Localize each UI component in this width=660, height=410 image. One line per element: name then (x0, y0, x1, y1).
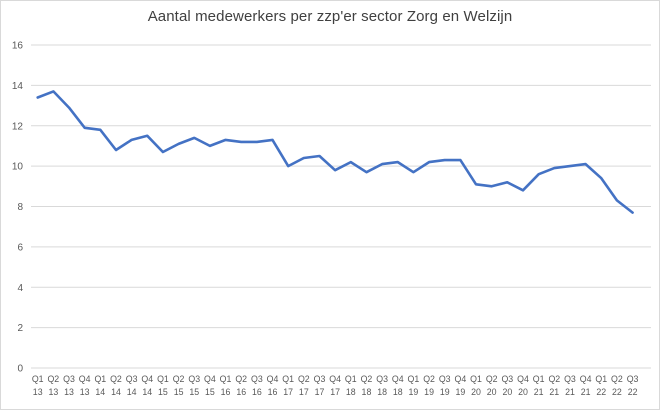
y-axis-tick-label: 8 (17, 202, 23, 213)
x-axis-tick-quarter-label: Q2 (47, 374, 59, 384)
x-axis-tick-quarter-label: Q2 (298, 374, 310, 384)
x-axis-tick-year-label: 17 (330, 387, 340, 397)
x-axis-tick-year-label: 22 (596, 387, 606, 397)
x-axis-tick-year-label: 16 (268, 387, 278, 397)
x-axis-tick-quarter-label: Q3 (627, 374, 639, 384)
x-axis-tick-year-label: 14 (142, 387, 152, 397)
x-axis-tick-quarter-label: Q3 (63, 374, 75, 384)
x-axis-tick-quarter-label: Q3 (439, 374, 451, 384)
x-axis-tick-year-label: 13 (33, 387, 43, 397)
x-axis-tick-year-label: 14 (127, 387, 137, 397)
x-axis-tick-year-label: 17 (299, 387, 309, 397)
x-axis-tick-quarter-label: Q2 (423, 374, 435, 384)
y-axis-tick-label: 6 (17, 242, 23, 253)
x-axis-tick-quarter-label: Q1 (157, 374, 169, 384)
y-axis-tick-label: 16 (12, 41, 24, 52)
x-axis-tick-quarter-label: Q4 (79, 374, 91, 384)
x-axis-tick-quarter-label: Q1 (345, 374, 357, 384)
x-axis-tick-year-label: 15 (174, 387, 184, 397)
x-axis-tick-quarter-label: Q1 (533, 374, 545, 384)
x-axis-tick-year-label: 14 (111, 387, 121, 397)
x-axis-tick-quarter-label: Q1 (94, 374, 106, 384)
data-series-line (36, 90, 634, 214)
x-axis-tick-year-label: 19 (409, 387, 419, 397)
y-axis-tick-label: 2 (17, 323, 23, 334)
x-axis-tick-quarter-label: Q4 (267, 374, 279, 384)
x-axis-tick-quarter-label: Q3 (126, 374, 138, 384)
x-axis-tick-year-label: 21 (534, 387, 544, 397)
x-axis-tick-year-label: 13 (64, 387, 74, 397)
x-axis-tick-year-label: 20 (487, 387, 497, 397)
x-axis-tick-year-label: 21 (549, 387, 559, 397)
x-axis-tick-year-label: 22 (628, 387, 638, 397)
x-axis-tick-quarter-label: Q3 (501, 374, 513, 384)
x-axis-tick-year-label: 16 (236, 387, 246, 397)
x-axis-tick-quarter-label: Q1 (220, 374, 232, 384)
y-axis-tick-label: 12 (12, 121, 24, 132)
x-axis-tick-quarter-label: Q4 (517, 374, 529, 384)
x-axis-tick-year-label: 21 (565, 387, 575, 397)
x-axis-tick-quarter-label: Q3 (188, 374, 200, 384)
x-axis-tick-quarter-label: Q4 (392, 374, 404, 384)
x-axis-tick-year-label: 18 (346, 387, 356, 397)
x-axis-tick-quarter-label: Q2 (611, 374, 623, 384)
chart-title: Aantal medewerkers per zzp'er sector Zor… (147, 8, 513, 25)
x-axis-tick-year-label: 13 (80, 387, 90, 397)
x-axis-tick-quarter-label: Q1 (470, 374, 482, 384)
x-axis-tick-quarter-label: Q4 (141, 374, 153, 384)
x-axis-tick-quarter-label: Q3 (376, 374, 388, 384)
y-axis-tick-label: 10 (12, 162, 24, 173)
x-axis-tick-quarter-label: Q3 (251, 374, 263, 384)
x-axis-tick-year-label: 18 (377, 387, 387, 397)
x-axis-tick-year-label: 14 (95, 387, 105, 397)
x-axis-tick-year-label: 20 (518, 387, 528, 397)
y-axis-tick-label: 0 (17, 364, 23, 375)
x-axis-tick-year-label: 17 (283, 387, 293, 397)
x-axis-tick-year-label: 15 (189, 387, 199, 397)
x-axis-tick-quarter-label: Q4 (580, 374, 592, 384)
x-axis-tick-quarter-label: Q2 (548, 374, 560, 384)
x-axis-tick-quarter-label: Q4 (455, 374, 467, 384)
x-axis-tick-quarter-label: Q1 (408, 374, 420, 384)
x-axis-tick-year-label: 19 (455, 387, 465, 397)
x-axis-tick-quarter-label: Q4 (204, 374, 216, 384)
x-axis-tick-quarter-label: Q4 (329, 374, 341, 384)
x-axis-tick-year-label: 19 (440, 387, 450, 397)
x-axis-tick-quarter-label: Q1 (32, 374, 44, 384)
x-axis-tick-quarter-label: Q2 (235, 374, 247, 384)
x-axis-tick-quarter-label: Q2 (361, 374, 373, 384)
x-axis-tick-year-label: 21 (581, 387, 591, 397)
x-axis-tick-quarter-label: Q2 (110, 374, 122, 384)
x-axis-tick-year-label: 19 (424, 387, 434, 397)
x-axis-tick-quarter-label: Q2 (486, 374, 498, 384)
x-axis-tick-year-label: 22 (612, 387, 622, 397)
x-axis-tick-year-label: 18 (393, 387, 403, 397)
x-axis-tick-year-label: 17 (315, 387, 325, 397)
y-axis-tick-label: 14 (12, 81, 24, 92)
x-axis-tick-quarter-label: Q3 (564, 374, 576, 384)
x-axis-tick-quarter-label: Q1 (595, 374, 607, 384)
x-axis-tick-year-label: 15 (205, 387, 215, 397)
x-axis-tick-year-label: 16 (221, 387, 231, 397)
x-axis-tick-year-label: 15 (158, 387, 168, 397)
x-axis-tick-year-label: 20 (471, 387, 481, 397)
x-axis-tick-quarter-label: Q3 (314, 374, 326, 384)
x-axis-tick-year-label: 13 (48, 387, 58, 397)
y-axis-tick-label: 4 (17, 283, 23, 294)
x-axis-tick-quarter-label: Q1 (282, 374, 294, 384)
x-axis-tick-quarter-label: Q2 (173, 374, 185, 384)
x-axis-tick-year-label: 16 (252, 387, 262, 397)
x-axis-tick-year-label: 18 (362, 387, 372, 397)
x-axis-tick-year-label: 20 (502, 387, 512, 397)
